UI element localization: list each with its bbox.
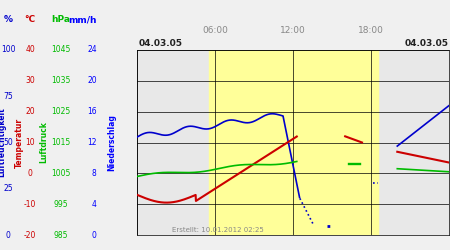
Text: 4: 4: [92, 200, 97, 209]
Text: 8: 8: [92, 169, 97, 178]
Text: 25: 25: [3, 184, 13, 193]
Text: 1025: 1025: [51, 107, 70, 116]
Text: 12:00: 12:00: [280, 26, 306, 35]
Text: Erstellt: 10.01.2012 02:25: Erstellt: 10.01.2012 02:25: [172, 227, 264, 233]
Text: 40: 40: [25, 46, 35, 54]
Text: -20: -20: [24, 230, 36, 239]
Text: 1035: 1035: [51, 76, 71, 85]
Text: 30: 30: [25, 76, 35, 85]
Text: 0: 0: [6, 230, 10, 239]
Text: 18:00: 18:00: [358, 26, 384, 35]
Text: 0: 0: [28, 169, 32, 178]
Text: 1045: 1045: [51, 46, 71, 54]
Text: 24: 24: [87, 46, 97, 54]
Text: 20: 20: [87, 76, 97, 85]
Text: 100: 100: [1, 46, 15, 54]
Text: hPa: hPa: [51, 16, 70, 24]
Text: Niederschlag: Niederschlag: [107, 114, 116, 171]
Text: 75: 75: [3, 92, 13, 101]
Text: 04.03.05: 04.03.05: [138, 38, 182, 48]
Text: 985: 985: [54, 230, 68, 239]
Text: 1015: 1015: [51, 138, 70, 147]
Text: 50: 50: [3, 138, 13, 147]
Text: mm/h: mm/h: [68, 16, 97, 24]
Text: %: %: [4, 16, 13, 24]
Text: Temperatur: Temperatur: [14, 118, 23, 168]
Text: Luftfeuchtigkeit: Luftfeuchtigkeit: [0, 108, 6, 178]
Bar: [209, 50, 378, 235]
Text: -10: -10: [24, 200, 36, 209]
Text: 995: 995: [54, 200, 68, 209]
Text: 12: 12: [87, 138, 97, 147]
Text: 04.03.05: 04.03.05: [405, 38, 449, 48]
Text: °C: °C: [25, 16, 36, 24]
Text: 06:00: 06:00: [202, 26, 228, 35]
Text: 10: 10: [25, 138, 35, 147]
Text: Luftdruck: Luftdruck: [40, 122, 49, 164]
Text: 16: 16: [87, 107, 97, 116]
Text: 0: 0: [92, 230, 97, 239]
Text: 20: 20: [25, 107, 35, 116]
Text: 1005: 1005: [51, 169, 71, 178]
